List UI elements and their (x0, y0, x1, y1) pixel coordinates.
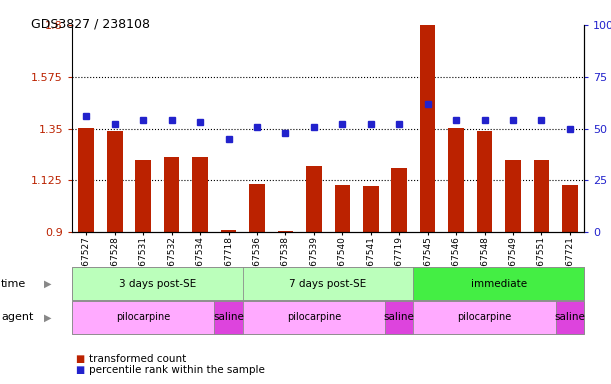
Text: ▶: ▶ (44, 312, 51, 323)
Text: 3 days post-SE: 3 days post-SE (119, 278, 196, 289)
Text: percentile rank within the sample: percentile rank within the sample (89, 365, 265, 375)
Bar (448, 128, 464, 232)
Text: ■: ■ (75, 365, 84, 375)
Text: pilocarpine: pilocarpine (116, 312, 170, 323)
Text: 7 days post-SE: 7 days post-SE (290, 278, 367, 289)
Bar (107, 131, 123, 232)
Text: saline: saline (384, 312, 415, 323)
Bar (136, 160, 151, 232)
Bar (533, 160, 549, 232)
Bar (164, 157, 180, 232)
Text: pilocarpine: pilocarpine (458, 312, 511, 323)
Text: GDS3827 / 238108: GDS3827 / 238108 (31, 17, 150, 30)
Text: agent: agent (1, 312, 34, 323)
Text: pilocarpine: pilocarpine (287, 312, 341, 323)
Bar (477, 131, 492, 232)
Bar (505, 160, 521, 232)
Text: immediate: immediate (470, 278, 527, 289)
Text: saline: saline (554, 312, 585, 323)
Text: ▶: ▶ (44, 278, 51, 289)
Bar (562, 185, 578, 232)
Bar (277, 231, 293, 232)
Bar (420, 25, 436, 232)
Text: transformed count: transformed count (89, 354, 186, 364)
Text: time: time (1, 278, 26, 289)
Bar (306, 166, 322, 232)
Bar (78, 128, 94, 232)
Bar (192, 157, 208, 232)
Bar (249, 184, 265, 232)
Text: ■: ■ (75, 354, 84, 364)
Text: saline: saline (213, 312, 244, 323)
Bar (392, 168, 407, 232)
Bar (221, 230, 236, 232)
Bar (334, 185, 350, 232)
Bar (363, 186, 379, 232)
